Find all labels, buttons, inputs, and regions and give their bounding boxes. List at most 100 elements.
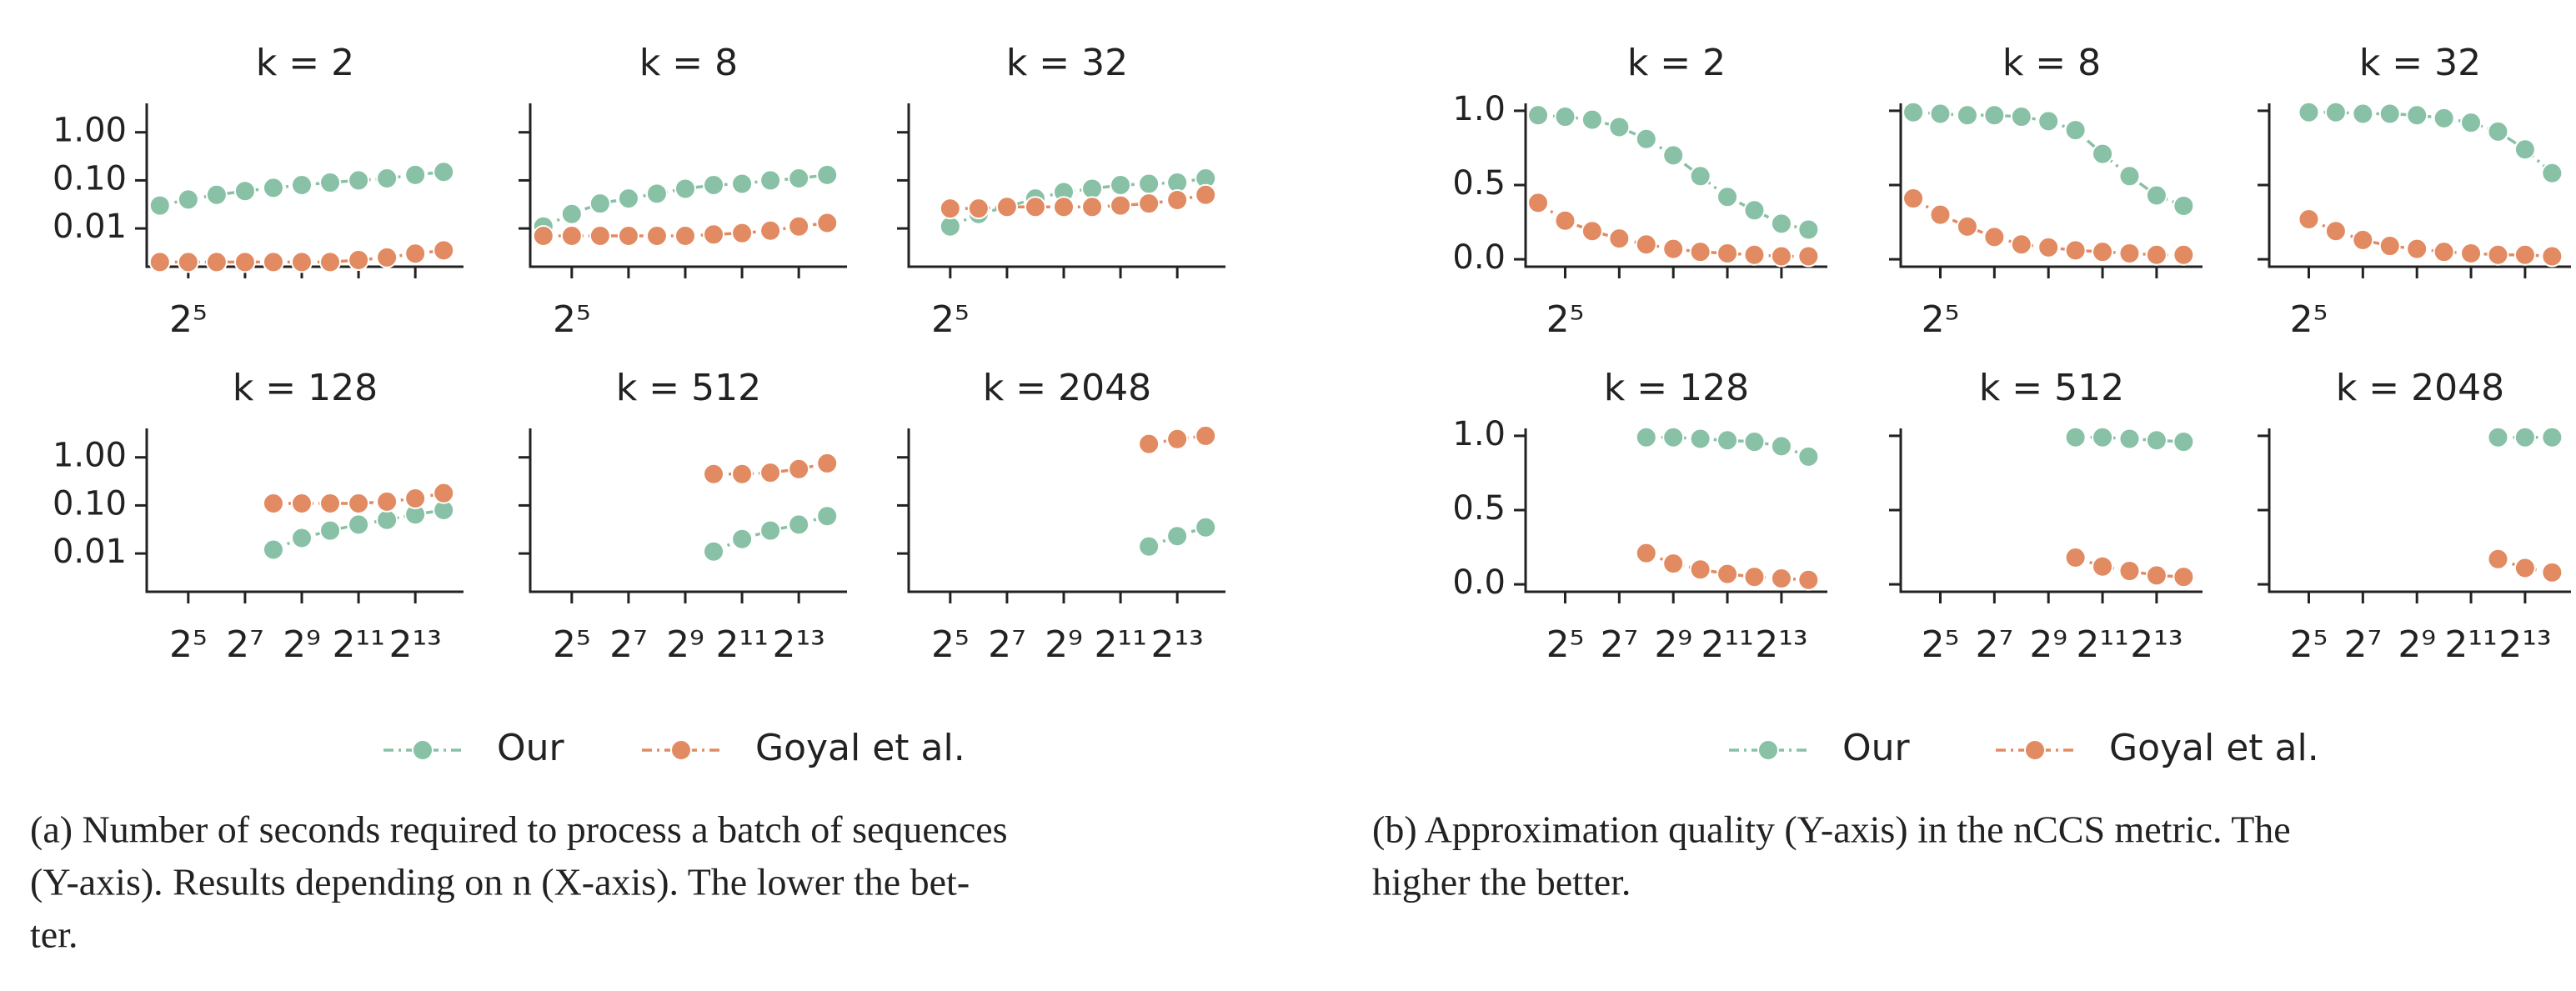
point — [2064, 426, 2087, 448]
point — [1662, 144, 1685, 167]
point — [1195, 183, 1217, 206]
point — [1743, 199, 1766, 222]
point — [1770, 435, 1792, 458]
point — [560, 225, 583, 248]
point — [617, 225, 639, 248]
series-line — [950, 193, 1206, 210]
point — [1716, 242, 1739, 264]
point — [1138, 173, 1160, 195]
point — [177, 251, 199, 273]
point — [1770, 245, 1792, 268]
point — [148, 194, 171, 217]
panel-title: k = 512 — [616, 367, 761, 409]
x-tick-label: 2⁵ — [1922, 298, 1960, 341]
point — [2064, 547, 2087, 569]
point — [290, 174, 313, 196]
point — [233, 251, 256, 273]
x-tick-label: 2¹¹ — [715, 623, 768, 666]
point — [2118, 428, 2141, 450]
point — [2487, 243, 2509, 266]
x-tick-label: 2¹³ — [1151, 623, 1204, 666]
x-tick-label: 2⁷ — [1976, 623, 2014, 666]
y-tick-label: 1.0 — [1452, 90, 1506, 128]
panel-title: k = 2 — [1627, 42, 1726, 84]
point — [1052, 196, 1075, 218]
y-tick-label: 0.01 — [53, 208, 127, 246]
x-tick-label: 2⁵ — [169, 298, 208, 341]
point — [376, 246, 398, 268]
point — [2487, 426, 2509, 448]
point — [2173, 431, 2195, 453]
point — [1689, 558, 1711, 581]
point — [319, 172, 342, 194]
y-tick-label: 0.0 — [1452, 238, 1506, 277]
point — [1554, 106, 1576, 128]
point — [1166, 525, 1189, 548]
point — [2298, 101, 2320, 123]
point — [148, 251, 171, 273]
point — [788, 513, 810, 536]
point — [1770, 567, 1792, 589]
point — [589, 225, 611, 248]
point — [2092, 241, 2114, 263]
point — [1929, 203, 1952, 226]
point — [2433, 241, 2455, 263]
point — [617, 188, 639, 210]
x-tick-label: 2⁹ — [2029, 623, 2067, 666]
point — [1929, 103, 1952, 125]
point — [2541, 426, 2563, 448]
point — [1635, 426, 1657, 448]
point — [703, 540, 725, 563]
point — [1743, 243, 1766, 266]
point — [348, 249, 370, 272]
point — [703, 463, 725, 485]
x-tick-label: 2⁹ — [1654, 623, 1692, 666]
x-tick-label: 2⁵ — [931, 623, 970, 666]
point — [233, 180, 256, 203]
point — [433, 482, 455, 504]
x-tick-label: 2⁹ — [666, 623, 704, 666]
point — [177, 188, 199, 211]
panel-title: k = 32 — [1006, 42, 1128, 84]
x-tick-label: 2¹¹ — [332, 623, 384, 666]
x-tick-label: 2⁵ — [1922, 623, 1960, 666]
x-tick-label: 2¹¹ — [2076, 623, 2128, 666]
y-tick-label: 1.0 — [1452, 415, 1506, 453]
point — [1956, 104, 1978, 127]
x-tick-label: 2¹³ — [1755, 623, 1807, 666]
x-tick-label: 2¹³ — [773, 623, 825, 666]
x-tick-label: 2⁷ — [1601, 623, 1639, 666]
point — [1138, 535, 1160, 558]
point — [589, 193, 611, 215]
point — [1081, 178, 1104, 200]
x-tick-label: 2¹³ — [2498, 623, 2551, 666]
point — [816, 212, 839, 234]
point — [348, 493, 370, 515]
panel-title: k = 2 — [256, 42, 354, 84]
point — [731, 173, 754, 195]
point — [2487, 120, 2509, 143]
point — [1635, 233, 1657, 256]
point — [1581, 108, 1603, 131]
series-line — [1537, 113, 1809, 232]
point — [1581, 220, 1603, 243]
caption-line: higher the better. — [1372, 861, 1631, 903]
point — [1743, 431, 1766, 453]
x-tick-label: 2⁹ — [1045, 623, 1083, 666]
x-tick-label: 2⁵ — [553, 623, 591, 666]
point — [1902, 101, 1925, 123]
point — [759, 519, 782, 542]
point — [1527, 192, 1550, 214]
point — [967, 198, 990, 220]
point — [1195, 516, 1217, 538]
point — [2118, 560, 2141, 583]
y-tick-label: 0.10 — [53, 484, 127, 523]
point — [1110, 174, 1132, 196]
point — [1635, 542, 1657, 564]
point — [1138, 433, 1160, 455]
point — [1797, 218, 1820, 241]
point — [645, 225, 668, 248]
point — [1166, 188, 1189, 211]
point — [262, 493, 284, 515]
